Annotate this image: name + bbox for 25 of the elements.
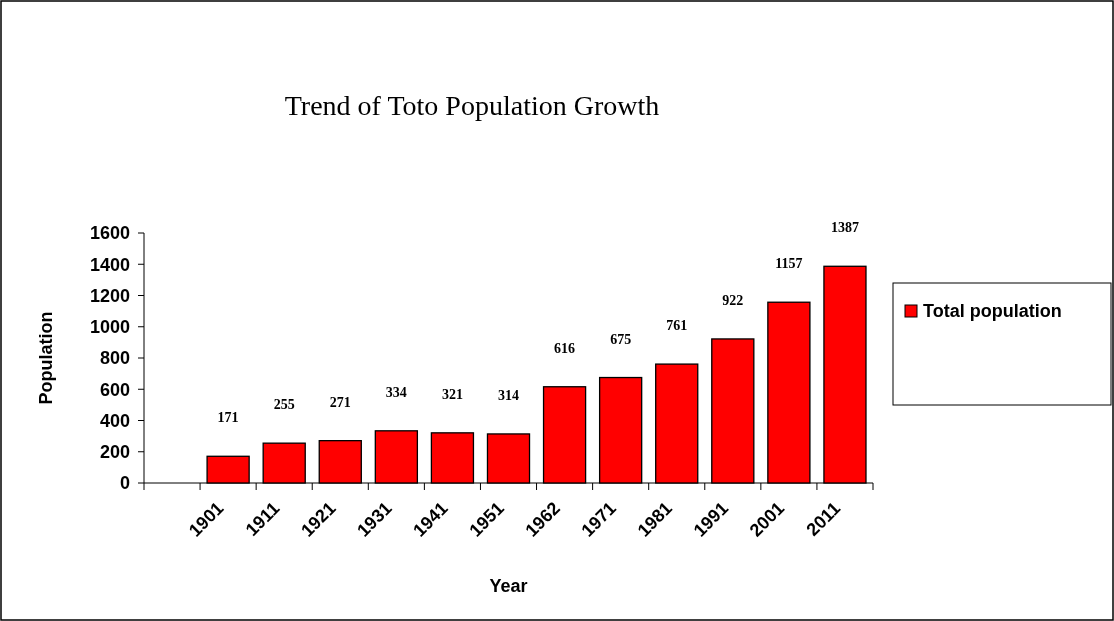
data-label: 255: [273, 397, 295, 413]
legend-label: Total population: [923, 301, 1062, 322]
data-label: 922: [722, 292, 744, 308]
x-axis-title: Year: [489, 576, 528, 596]
y-tick-label: 800: [99, 348, 130, 369]
data-label: 271: [329, 394, 351, 410]
y-tick-label: 1200: [89, 285, 130, 306]
y-tick-label: 400: [99, 410, 130, 431]
data-label: 334: [385, 384, 407, 400]
data-label: 321: [441, 386, 463, 402]
y-axis-title: Population: [36, 311, 56, 405]
data-label: 1157: [775, 256, 803, 272]
data-label: 616: [554, 340, 576, 356]
y-tick-label: 1000: [89, 317, 130, 338]
data-label: 314: [498, 387, 519, 403]
y-tick-label: 200: [99, 442, 130, 463]
y-tick-label: 1400: [89, 254, 130, 275]
chart-title: Trend of Toto Population Growth: [284, 90, 660, 121]
data-label: 1387: [830, 220, 859, 236]
data-label: 675: [610, 331, 632, 347]
y-tick-label: 600: [99, 379, 130, 400]
y-tick-label: 0: [119, 473, 130, 494]
data-label: 171: [217, 410, 239, 426]
data-label: 761: [666, 318, 688, 334]
y-tick-label: 1600: [89, 223, 130, 244]
